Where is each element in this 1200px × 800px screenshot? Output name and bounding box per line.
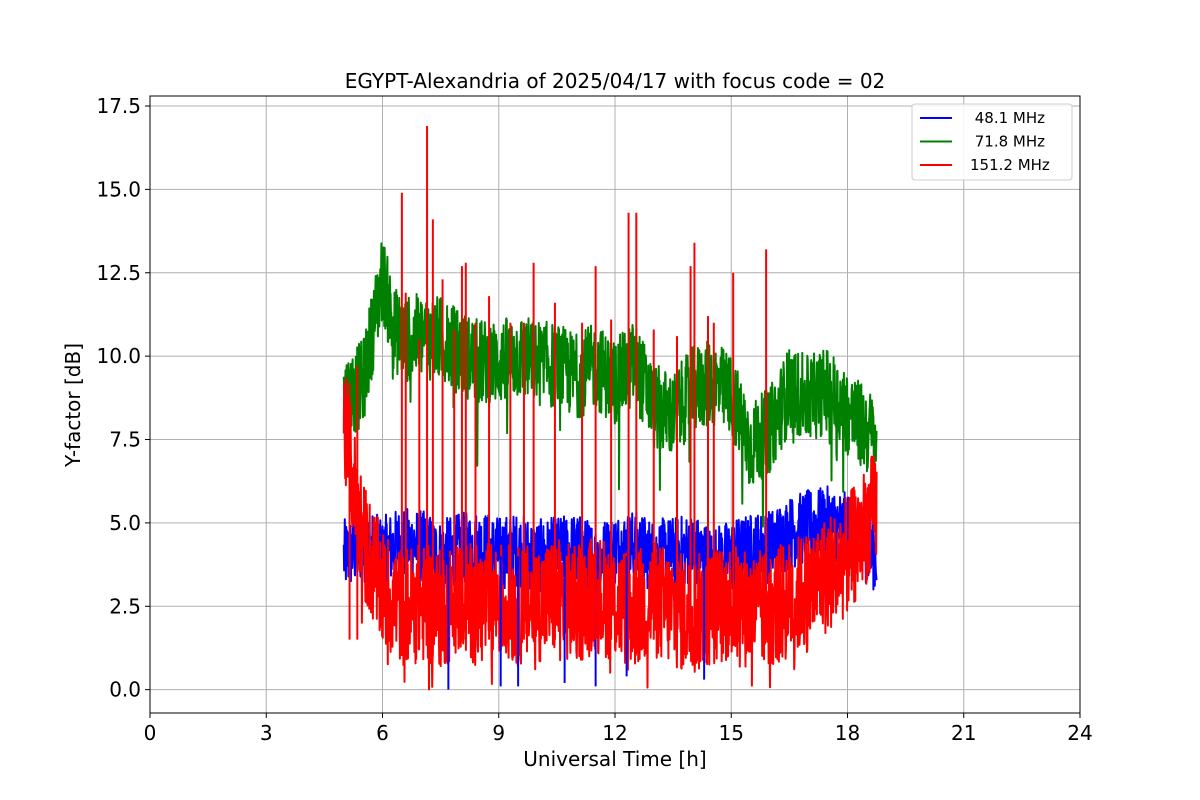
y-tick-label: 7.5 [109,428,141,452]
x-tick-label: 12 [602,721,627,745]
legend-label: 71.8 MHz [970,133,1045,151]
legend: 48.1 MHz 71.8 MHz 151.2 MHz [911,103,1073,181]
x-tick-label: 6 [376,721,389,745]
legend-box [911,103,1073,181]
y-tick-label: 15.0 [96,177,141,201]
y-tick-label: 17.5 [96,94,141,118]
x-tick-label: 24 [1067,721,1092,745]
x-tick-label: 9 [492,721,505,745]
x-tick-label: 18 [835,721,860,745]
x-axis: 0 3 6 9 12 15 18 21 24 [144,713,1093,745]
x-tick-label: 0 [144,721,157,745]
y-tick-label: 10.0 [96,344,141,368]
plot-area [342,126,878,691]
series-line [342,377,878,691]
x-tick-label: 3 [260,721,273,745]
y-tick-label: 12.5 [96,261,141,285]
x-tick-label: 21 [951,721,976,745]
x-axis-label: Universal Time [h] [523,747,706,771]
x-tick-label: 15 [719,721,744,745]
y-axis-label: Y-factor [dB] [61,343,85,468]
legend-label: 48.1 MHz [970,109,1045,127]
y-tick-label: 2.5 [109,594,141,618]
y-tick-label: 0.0 [109,678,141,702]
chart-title: EGYPT-Alexandria of 2025/04/17 with focu… [345,69,886,93]
legend-label: 151.2 MHz [970,156,1050,174]
y-axis: 0.0 2.5 5.0 7.5 10.0 12.5 15.0 17.5 [96,94,150,702]
y-tick-label: 5.0 [109,511,141,535]
